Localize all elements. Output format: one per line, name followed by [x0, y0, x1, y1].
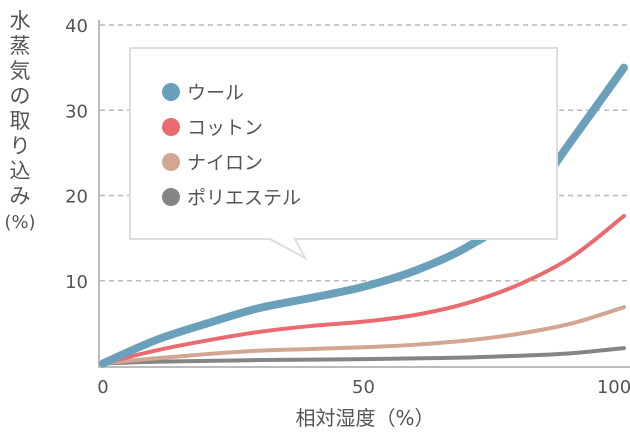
y-axis-label-char: 込 [10, 159, 31, 183]
x-tick-label: 100 [597, 377, 630, 398]
y-tick-label: 40 [65, 16, 88, 37]
x-tick-label: 0 [97, 377, 108, 398]
legend-marker [162, 118, 180, 136]
y-axis-label-char: の [10, 84, 31, 108]
series-line-1 [101, 213, 626, 366]
legend-marker [162, 188, 180, 206]
legend-label: ウール [187, 82, 244, 104]
y-axis-label-char: 取 [10, 109, 31, 133]
legend-marker [162, 83, 180, 101]
y-tick-label: 20 [65, 187, 88, 208]
legend-callout-box [129, 47, 558, 261]
y-axis-label-char: 気 [10, 59, 31, 83]
legend-marker [162, 153, 180, 171]
x-axis-label: 相対湿度（%） [295, 406, 434, 430]
x-tick-labels: 0 50 100 [97, 377, 630, 398]
legend-label: コットン [187, 117, 263, 139]
x-tick-label: 50 [352, 377, 375, 398]
legend-label: ナイロン [187, 152, 263, 174]
y-axis-label-char: り [10, 134, 31, 158]
y-axis-label-char: 水 [10, 9, 31, 33]
y-tick-label: 10 [65, 272, 88, 293]
legend-label: ポリエステル [187, 187, 301, 209]
y-tick-label: 30 [65, 101, 88, 122]
y-tick-labels: 10 20 30 40 [65, 16, 88, 293]
y-axis-label-char: み [10, 184, 31, 208]
series-line-2 [101, 305, 626, 366]
y-axis-label-char: 蒸 [10, 34, 31, 58]
y-axis-label-char: (%) [4, 212, 35, 233]
series-line-3 [101, 346, 626, 366]
